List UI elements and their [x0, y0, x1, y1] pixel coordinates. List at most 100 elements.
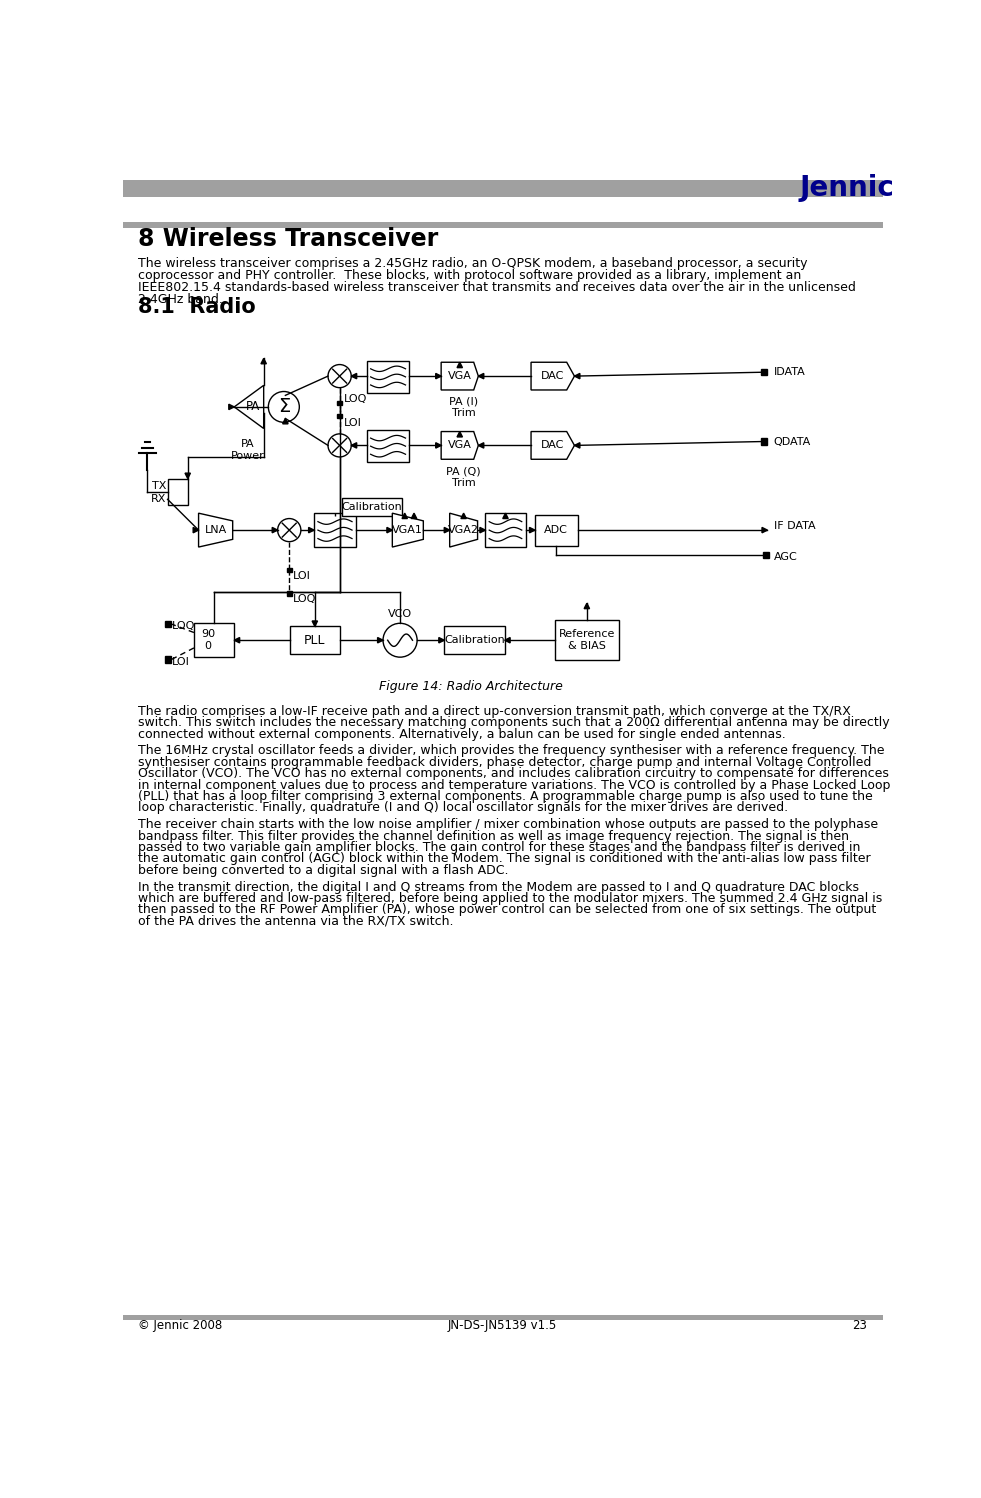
Polygon shape	[234, 638, 239, 643]
Polygon shape	[402, 514, 407, 518]
FancyBboxPatch shape	[761, 369, 767, 376]
Polygon shape	[449, 514, 478, 547]
Polygon shape	[575, 373, 580, 379]
Polygon shape	[480, 527, 486, 533]
Polygon shape	[283, 418, 288, 424]
Circle shape	[269, 391, 299, 422]
Text: synthesiser contains programmable feedback dividers, phase detector, charge pump: synthesiser contains programmable feedba…	[138, 756, 871, 768]
Polygon shape	[272, 527, 278, 533]
Polygon shape	[198, 514, 232, 547]
FancyBboxPatch shape	[367, 361, 409, 392]
Text: 8.1  Radio: 8.1 Radio	[138, 297, 256, 316]
FancyBboxPatch shape	[367, 430, 409, 463]
Text: the automatic gain control (AGC) block within the Modem. The signal is condition: the automatic gain control (AGC) block w…	[138, 852, 871, 866]
Text: then passed to the RF Power Amplifier (PA), whose power control can be selected : then passed to the RF Power Amplifier (P…	[138, 903, 876, 917]
Text: bandpass filter. This filter provides the channel definition as well as image fr: bandpass filter. This filter provides th…	[138, 830, 850, 843]
Polygon shape	[441, 363, 479, 389]
Text: © Jennic 2008: © Jennic 2008	[138, 1320, 223, 1332]
Text: DAC: DAC	[542, 440, 564, 451]
Polygon shape	[411, 514, 417, 518]
Text: VGA: VGA	[447, 372, 472, 380]
Text: PA (I)
Trim: PA (I) Trim	[449, 397, 478, 418]
Text: 23: 23	[852, 1320, 866, 1332]
Polygon shape	[351, 373, 357, 379]
Polygon shape	[479, 373, 484, 379]
Text: in internal component values due to process and temperature variations. The VCO : in internal component values due to proc…	[138, 779, 891, 791]
Polygon shape	[457, 431, 462, 437]
FancyBboxPatch shape	[555, 620, 619, 661]
FancyBboxPatch shape	[486, 514, 526, 547]
Text: LOI: LOI	[293, 571, 311, 581]
Text: VCO: VCO	[388, 610, 412, 619]
Text: Reference
& BIAS: Reference & BIAS	[558, 629, 615, 652]
Polygon shape	[479, 443, 484, 448]
Text: Oscillator (VCO). The VCO has no external components, and includes calibration c: Oscillator (VCO). The VCO has no externa…	[138, 767, 889, 780]
Text: Calibration: Calibration	[341, 502, 402, 512]
FancyBboxPatch shape	[337, 413, 342, 418]
FancyBboxPatch shape	[761, 439, 767, 445]
FancyBboxPatch shape	[290, 626, 339, 655]
Polygon shape	[461, 514, 466, 518]
Text: LOI: LOI	[343, 418, 361, 428]
Text: LOQ: LOQ	[293, 595, 317, 604]
Polygon shape	[261, 358, 267, 364]
Text: VGA: VGA	[447, 440, 472, 451]
Polygon shape	[457, 363, 462, 367]
Text: 2.4GHz band.: 2.4GHz band.	[138, 292, 223, 306]
Text: QDATA: QDATA	[774, 436, 811, 446]
Circle shape	[278, 518, 301, 542]
FancyBboxPatch shape	[194, 623, 234, 658]
Polygon shape	[229, 404, 234, 409]
Text: PLL: PLL	[304, 634, 326, 647]
Text: Σ: Σ	[278, 397, 290, 416]
Text: loop characteristic. Finally, quadrature (I and Q) local oscillator signals for : loop characteristic. Finally, quadrature…	[138, 801, 789, 815]
FancyBboxPatch shape	[535, 515, 578, 545]
Polygon shape	[436, 443, 441, 448]
Text: IDATA: IDATA	[774, 367, 805, 377]
Text: Figure 14: Radio Architecture: Figure 14: Radio Architecture	[380, 680, 563, 694]
Polygon shape	[575, 443, 580, 448]
Circle shape	[328, 364, 351, 388]
Polygon shape	[378, 638, 383, 643]
Text: RX: RX	[151, 494, 166, 505]
Text: passed to two variable gain amplifier blocks. The gain control for these stages : passed to two variable gain amplifier bl…	[138, 840, 860, 854]
Polygon shape	[584, 604, 590, 608]
Text: LOI: LOI	[172, 656, 189, 667]
Polygon shape	[309, 527, 314, 533]
Text: PA (Q)
Trim: PA (Q) Trim	[446, 466, 481, 488]
Text: IF DATA: IF DATA	[774, 521, 815, 532]
Text: PA
Power: PA Power	[232, 439, 265, 461]
Polygon shape	[439, 638, 444, 643]
Text: ADC: ADC	[543, 526, 568, 535]
Text: LNA: LNA	[204, 526, 227, 535]
FancyBboxPatch shape	[165, 656, 172, 662]
FancyBboxPatch shape	[123, 180, 883, 196]
Text: DAC: DAC	[542, 372, 564, 380]
Text: LOQ: LOQ	[343, 394, 367, 404]
Text: Calibration: Calibration	[444, 635, 505, 646]
Polygon shape	[185, 473, 190, 478]
Text: The 16MHz crystal oscillator feeds a divider, which provides the frequency synth: The 16MHz crystal oscillator feeds a div…	[138, 745, 885, 758]
Text: (PLL) that has a loop filter comprising 3 external components. A programmable ch: (PLL) that has a loop filter comprising …	[138, 789, 873, 803]
Polygon shape	[392, 514, 424, 547]
Text: JN-DS-JN5139 v1.5: JN-DS-JN5139 v1.5	[447, 1320, 557, 1332]
Polygon shape	[193, 527, 198, 533]
FancyBboxPatch shape	[444, 626, 504, 655]
Polygon shape	[351, 443, 357, 448]
Text: The receiver chain starts with the low noise amplifier / mixer combination whose: The receiver chain starts with the low n…	[138, 818, 878, 831]
Text: connected without external components. Alternatively, a balun can be used for si: connected without external components. A…	[138, 728, 786, 740]
Polygon shape	[441, 431, 479, 460]
Polygon shape	[503, 514, 508, 518]
Text: In the transmit direction, the digital I and Q streams from the Modem are passed: In the transmit direction, the digital I…	[138, 881, 859, 894]
FancyBboxPatch shape	[286, 590, 291, 596]
Text: before being converted to a digital signal with a flash ADC.: before being converted to a digital sign…	[138, 864, 508, 876]
Circle shape	[328, 434, 351, 457]
Polygon shape	[436, 373, 441, 379]
Text: PA: PA	[245, 400, 260, 413]
Text: AGC: AGC	[774, 553, 798, 562]
Polygon shape	[312, 622, 318, 626]
Polygon shape	[387, 527, 392, 533]
Polygon shape	[444, 527, 449, 533]
FancyBboxPatch shape	[123, 1315, 883, 1320]
Polygon shape	[762, 527, 767, 533]
